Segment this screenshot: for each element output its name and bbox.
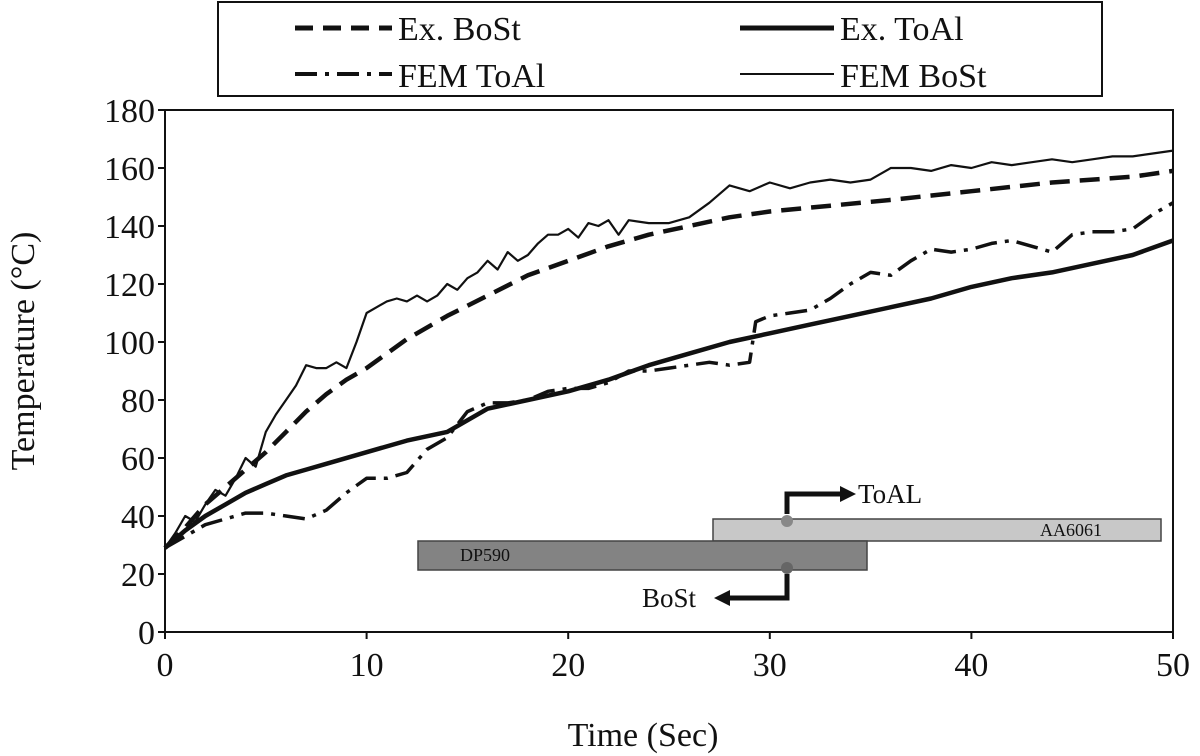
legend-label-fem-toal: FEM ToAl: [398, 58, 545, 95]
y-tick-label: 0: [138, 615, 155, 652]
legend-label-fem-bost: FEM BoSt: [840, 58, 987, 95]
lower-arrow-label: BoSt: [642, 583, 697, 613]
x-axis-title: Time (Sec): [568, 717, 719, 754]
y-tick-label: 80: [121, 383, 155, 420]
y-tick-label: 160: [104, 151, 155, 188]
x-tick-label: 20: [551, 647, 585, 684]
y-tick-label: 100: [104, 325, 155, 362]
lower-plate-label: DP590: [460, 545, 510, 565]
lower-sensor-dot: [781, 562, 793, 574]
legend: Ex. BoSt Ex. ToAl FEM ToAl FEM BoSt: [217, 1, 1103, 97]
y-axis: 0 20 40 60 80 100 120 140 160 180: [104, 93, 165, 652]
x-tick-label: 30: [753, 647, 787, 684]
series-layer: [163, 149, 1174, 550]
lower-arrow-head: [714, 590, 730, 606]
upper-plate: [712, 518, 1162, 542]
lower-arrow-line: [728, 574, 790, 601]
x-tick-label: 40: [954, 647, 988, 684]
y-tick-label: 40: [121, 499, 155, 536]
x-tick-label: 50: [1156, 647, 1190, 684]
x-tick-label: 10: [350, 647, 384, 684]
series-line-fem-bost: [164, 149, 1174, 549]
plot-frame: [164, 109, 1174, 633]
series-line-fem-toal: [164, 201, 1174, 550]
y-tick-label: 180: [104, 93, 155, 130]
y-tick-label: 60: [121, 441, 155, 478]
upper-arrow-label: ToAL: [858, 479, 922, 509]
legend-box: [217, 1, 1103, 97]
y-tick-label: 140: [104, 209, 155, 246]
y-tick-label: 20: [121, 557, 155, 594]
legend-label-ex-toal: Ex. ToAl: [840, 11, 964, 48]
legend-label-ex-bost: Ex. BoSt: [398, 11, 521, 48]
x-tick-label: 0: [157, 647, 174, 684]
x-axis: 0 10 20 30 40 50: [157, 632, 1190, 684]
upper-plate-label: AA6061: [1040, 520, 1102, 540]
y-axis-title: Temperature (°C): [5, 232, 42, 471]
series-line-ex-toal: [163, 238, 1174, 550]
upper-sensor-dot: [781, 515, 793, 527]
y-tick-label: 120: [104, 267, 155, 304]
upper-arrow-head: [840, 486, 856, 502]
upper-arrow-line: [784, 491, 842, 514]
inset-schematic: AA6061 DP590 ToAL BoSt: [417, 479, 1162, 613]
